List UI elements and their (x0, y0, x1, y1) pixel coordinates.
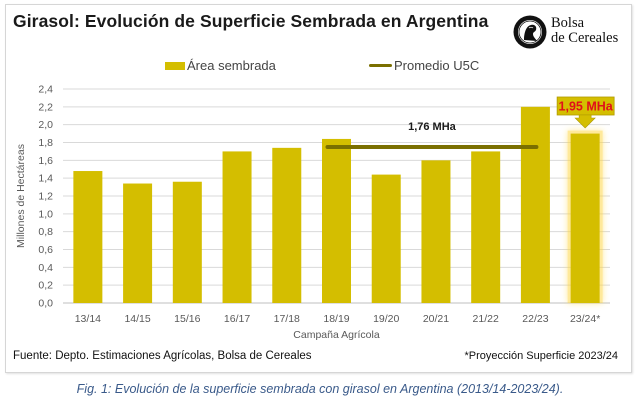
y-tick-label: 0,6 (38, 244, 53, 256)
x-tick-label: 18/19 (323, 313, 349, 325)
x-axis-label: Campaña Agrícola (293, 329, 380, 341)
x-tick-label: 17/18 (274, 313, 300, 325)
logo-emblem-icon (513, 15, 547, 49)
bar (73, 171, 103, 303)
legend-label-area: Área sembrada (187, 58, 276, 73)
chart-title: Girasol: Evolución de Superficie Sembrad… (13, 11, 489, 31)
bar (471, 151, 501, 303)
legend-label-average: Promedio U5C (394, 58, 480, 73)
x-tick-label: 22/23 (522, 313, 548, 325)
bar (520, 106, 550, 303)
y-tick-label: 1,0 (38, 208, 53, 220)
legend-item-area: Área sembrada (165, 58, 276, 73)
logo-line2: de Cereales (551, 30, 619, 46)
x-tick-label: 20/21 (423, 313, 449, 325)
y-tick-label: 0,0 (38, 298, 53, 310)
y-tick-label: 1,8 (38, 137, 53, 149)
bar (222, 151, 252, 303)
figure-caption: Fig. 1: Evolución de la superficie sembr… (76, 382, 564, 396)
y-tick-label: 1,4 (38, 173, 53, 185)
legend-line-swatch (369, 64, 392, 67)
x-tick-label: 15/16 (174, 313, 200, 325)
bar (570, 133, 600, 303)
bar (322, 138, 351, 303)
logo-line1: Bolsa (551, 15, 585, 31)
y-tick-label: 1,6 (38, 155, 53, 167)
x-tick-label: 23/24* (570, 313, 600, 325)
bolsa-de-cereales-logo: Bolsa de Cereales (513, 15, 625, 55)
x-tick-label: 21/22 (473, 313, 499, 325)
x-tick-label: 16/17 (224, 313, 250, 325)
callout-arrow-icon (574, 114, 596, 129)
bar (371, 174, 401, 303)
y-tick-label: 2,0 (38, 119, 53, 131)
x-tick-label: 19/20 (373, 313, 399, 325)
x-tick-label: 14/15 (124, 313, 150, 325)
legend-bar-swatch (165, 61, 185, 70)
y-tick-label: 2,2 (38, 101, 53, 113)
bar (421, 160, 451, 303)
source-note: Fuente: Depto. Estimaciones Agrícolas, B… (13, 350, 312, 362)
average-value-label: 1,76 MHa (408, 121, 457, 133)
y-tick-label: 2,4 (38, 84, 53, 96)
legend-item-average: Promedio U5C (369, 58, 479, 73)
y-tick-label: 0,4 (38, 262, 53, 274)
y-tick-label: 0,8 (38, 226, 53, 238)
y-tick-label: 1,2 (38, 191, 53, 203)
highlight-value-label: 1,95 MHa (559, 100, 614, 114)
bar (123, 183, 153, 303)
logo-text: Bolsa de Cereales (551, 16, 618, 46)
projection-note: *Proyección Superficie 2023/24 (464, 350, 618, 362)
y-tick-label: 0,2 (38, 280, 53, 292)
bar (172, 181, 202, 303)
x-tick-label: 13/14 (75, 313, 101, 325)
y-axis-label: Millones de Hectáreas (15, 144, 27, 248)
bar (272, 147, 302, 303)
